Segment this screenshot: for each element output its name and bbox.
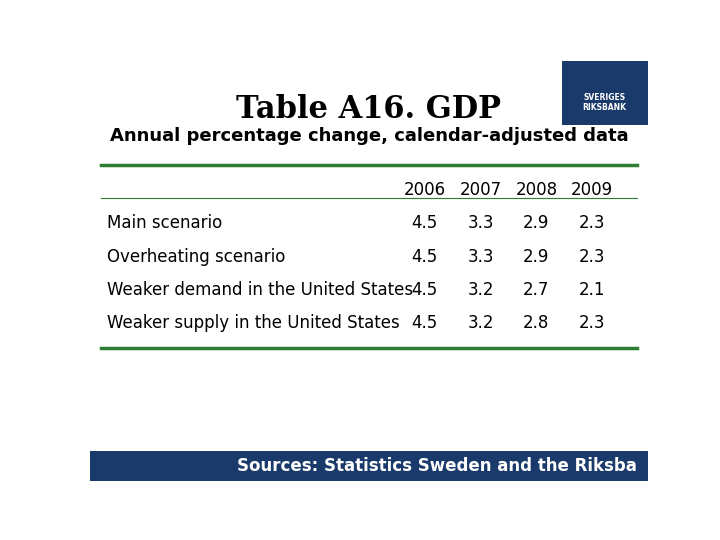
Text: 2007: 2007 bbox=[459, 181, 502, 199]
Text: 2009: 2009 bbox=[571, 181, 613, 199]
Text: Main scenario: Main scenario bbox=[107, 214, 222, 233]
Text: 2.7: 2.7 bbox=[523, 281, 549, 299]
Text: 2.3: 2.3 bbox=[579, 214, 606, 233]
Text: Table A16. GDP: Table A16. GDP bbox=[236, 94, 502, 125]
Text: 2.3: 2.3 bbox=[579, 248, 606, 266]
Text: 3.3: 3.3 bbox=[467, 214, 494, 233]
Text: 2008: 2008 bbox=[516, 181, 557, 199]
Text: 2.9: 2.9 bbox=[523, 248, 549, 266]
Text: Sources: Statistics Sweden and the Riksba: Sources: Statistics Sweden and the Riksb… bbox=[237, 457, 637, 475]
Text: 4.5: 4.5 bbox=[412, 314, 438, 332]
Text: 2.8: 2.8 bbox=[523, 314, 549, 332]
Text: Overheating scenario: Overheating scenario bbox=[107, 248, 285, 266]
FancyBboxPatch shape bbox=[562, 60, 648, 125]
Text: Weaker demand in the United States: Weaker demand in the United States bbox=[107, 281, 413, 299]
Text: 2.1: 2.1 bbox=[579, 281, 606, 299]
Text: 4.5: 4.5 bbox=[412, 248, 438, 266]
Text: 2006: 2006 bbox=[404, 181, 446, 199]
Text: 3.2: 3.2 bbox=[467, 281, 494, 299]
FancyBboxPatch shape bbox=[90, 451, 648, 481]
Text: 3.2: 3.2 bbox=[467, 314, 494, 332]
Text: Weaker supply in the United States: Weaker supply in the United States bbox=[107, 314, 400, 332]
Text: 4.5: 4.5 bbox=[412, 214, 438, 233]
Text: SVERIGES
RIKSBANK: SVERIGES RIKSBANK bbox=[582, 92, 626, 112]
Text: Annual percentage change, calendar-adjusted data: Annual percentage change, calendar-adjus… bbox=[109, 127, 629, 145]
Text: 3.3: 3.3 bbox=[467, 248, 494, 266]
Text: 4.5: 4.5 bbox=[412, 281, 438, 299]
Text: 2.9: 2.9 bbox=[523, 214, 549, 233]
Text: 2.3: 2.3 bbox=[579, 314, 606, 332]
